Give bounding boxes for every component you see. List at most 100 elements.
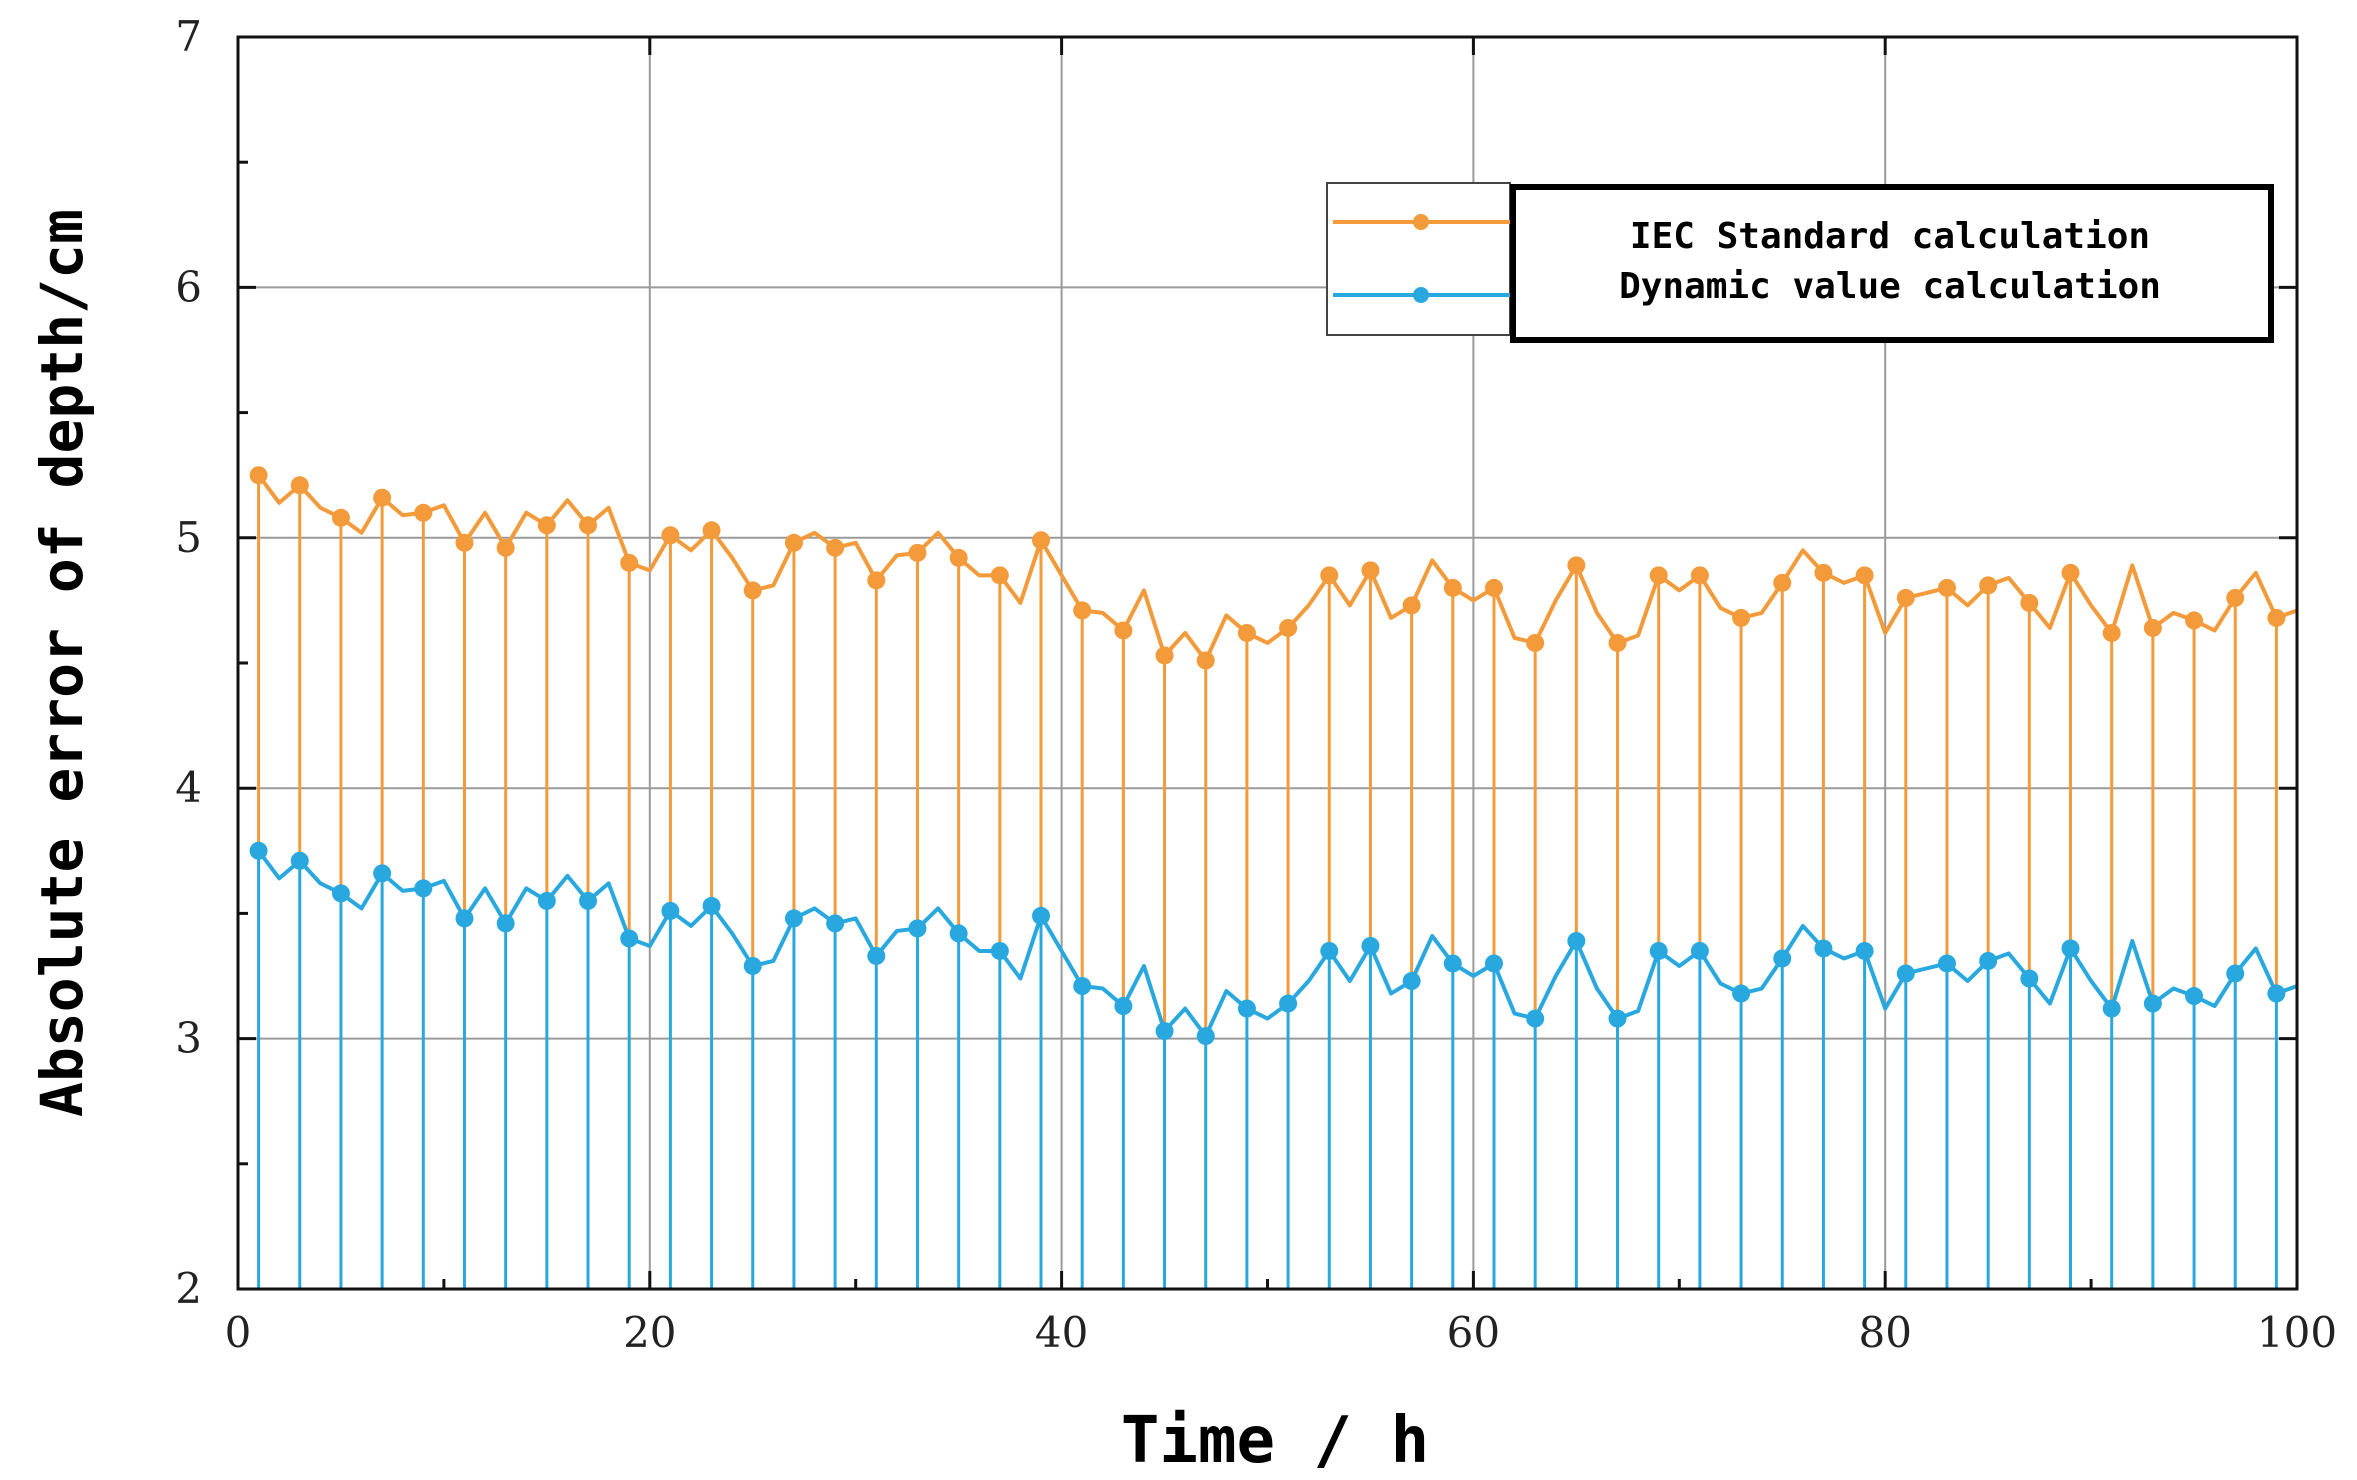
data-point-iec xyxy=(1979,576,1998,595)
data-point-dynamic xyxy=(1814,939,1833,958)
data-point-iec xyxy=(1608,633,1627,652)
data-point-dynamic xyxy=(1937,954,1956,973)
data-point-dynamic xyxy=(1773,949,1792,968)
data-point-iec xyxy=(1855,566,1874,585)
data-point-dynamic xyxy=(1032,906,1051,925)
x-tick-label: 0 xyxy=(225,1308,252,1357)
data-point-dynamic xyxy=(867,946,886,965)
x-tick-label: 80 xyxy=(1858,1308,1911,1357)
data-point-iec xyxy=(1361,561,1380,580)
y-tick-label: 4 xyxy=(175,763,202,812)
data-point-iec xyxy=(331,508,350,527)
data-point-dynamic xyxy=(1402,972,1421,991)
data-point-dynamic xyxy=(1649,941,1668,960)
data-point-iec xyxy=(2267,608,2286,627)
data-point-dynamic xyxy=(826,914,845,933)
x-axis-title: Time / h xyxy=(1121,1404,1429,1478)
data-point-iec xyxy=(867,571,886,590)
data-point-iec xyxy=(1279,618,1298,637)
data-point-dynamic xyxy=(2185,987,2204,1006)
series-line-dynamic xyxy=(256,849,2298,1039)
data-point-iec xyxy=(1402,596,1421,615)
y-tick-label: 6 xyxy=(175,262,202,311)
data-point-dynamic xyxy=(331,884,350,903)
data-point-iec xyxy=(661,526,680,545)
x-tick-label: 40 xyxy=(1035,1308,1088,1357)
data-point-iec xyxy=(1690,566,1709,585)
legend: IEC Standard calculation Dynamic value c… xyxy=(1326,182,2274,343)
data-point-dynamic xyxy=(1155,1022,1174,1041)
data-point-iec xyxy=(1320,566,1339,585)
data-point-dynamic xyxy=(1320,941,1339,960)
series-line-iec xyxy=(256,474,2298,663)
data-point-iec xyxy=(496,538,515,557)
data-point-iec xyxy=(702,521,721,540)
data-point-iec xyxy=(249,466,268,485)
data-point-iec xyxy=(1732,608,1751,627)
data-point-dynamic xyxy=(414,879,433,898)
data-point-iec xyxy=(2226,588,2245,607)
data-point-dynamic xyxy=(1608,1009,1627,1028)
data-point-iec xyxy=(2143,618,2162,637)
data-point-iec xyxy=(784,533,803,552)
data-point-dynamic xyxy=(702,896,721,915)
y-tick-label: 5 xyxy=(175,513,202,562)
data-point-iec xyxy=(1073,601,1092,620)
series-layer xyxy=(249,466,2298,1046)
data-point-dynamic xyxy=(249,841,268,860)
data-point-dynamic xyxy=(290,851,309,870)
data-point-iec xyxy=(579,516,598,535)
legend-label-dynamic: Dynamic value calculation xyxy=(1619,266,2161,307)
y-tick-label: 3 xyxy=(175,1014,202,1063)
data-point-iec xyxy=(455,533,474,552)
stem-lines xyxy=(257,475,2278,1289)
data-point-dynamic xyxy=(1896,964,1915,983)
data-point-iec xyxy=(1237,623,1256,642)
data-point-dynamic xyxy=(1690,941,1709,960)
data-point-dynamic xyxy=(1361,936,1380,955)
data-point-iec xyxy=(1649,566,1668,585)
data-point-iec xyxy=(1567,556,1586,575)
data-point-dynamic xyxy=(990,941,1009,960)
data-point-iec xyxy=(990,566,1009,585)
data-point-iec xyxy=(1814,563,1833,582)
data-point-iec xyxy=(1937,578,1956,597)
data-point-dynamic xyxy=(1484,954,1503,973)
data-point-dynamic xyxy=(784,909,803,928)
data-point-dynamic xyxy=(1073,977,1092,996)
data-point-dynamic xyxy=(2061,939,2080,958)
data-point-iec xyxy=(1484,578,1503,597)
data-point-dynamic xyxy=(1567,931,1586,950)
data-point-iec xyxy=(826,538,845,557)
data-point-dynamic xyxy=(373,864,392,883)
legend-label-iec: IEC Standard calculation xyxy=(1630,216,2150,257)
data-point-iec xyxy=(743,581,762,600)
data-point-dynamic xyxy=(743,956,762,975)
data-point-dynamic xyxy=(908,919,927,938)
data-point-dynamic xyxy=(661,901,680,920)
legend-text-box xyxy=(1510,184,2274,343)
data-point-dynamic xyxy=(1114,997,1133,1016)
data-point-iec xyxy=(2185,611,2204,630)
data-point-dynamic xyxy=(1443,954,1462,973)
data-point-dynamic xyxy=(1979,951,1998,970)
data-point-iec xyxy=(1155,646,1174,665)
legend-outer-box xyxy=(1326,182,1511,336)
data-point-iec xyxy=(1526,633,1545,652)
y-axis-title: Absolute error of depth/cm xyxy=(28,209,96,1117)
data-point-iec xyxy=(1114,621,1133,640)
data-point-iec xyxy=(1196,651,1215,670)
legend-marker-iec xyxy=(1413,214,1429,230)
data-point-iec xyxy=(2020,593,2039,612)
data-point-dynamic xyxy=(455,909,474,928)
data-point-dynamic xyxy=(1196,1027,1215,1046)
y-tick-label: 2 xyxy=(175,1264,202,1313)
data-point-dynamic xyxy=(1526,1009,1545,1028)
data-point-dynamic xyxy=(2226,964,2245,983)
data-point-iec xyxy=(1773,573,1792,592)
data-point-iec xyxy=(2061,563,2080,582)
y-tick-label: 7 xyxy=(175,12,202,61)
x-tick-label: 20 xyxy=(623,1308,676,1357)
data-point-iec xyxy=(537,516,556,535)
